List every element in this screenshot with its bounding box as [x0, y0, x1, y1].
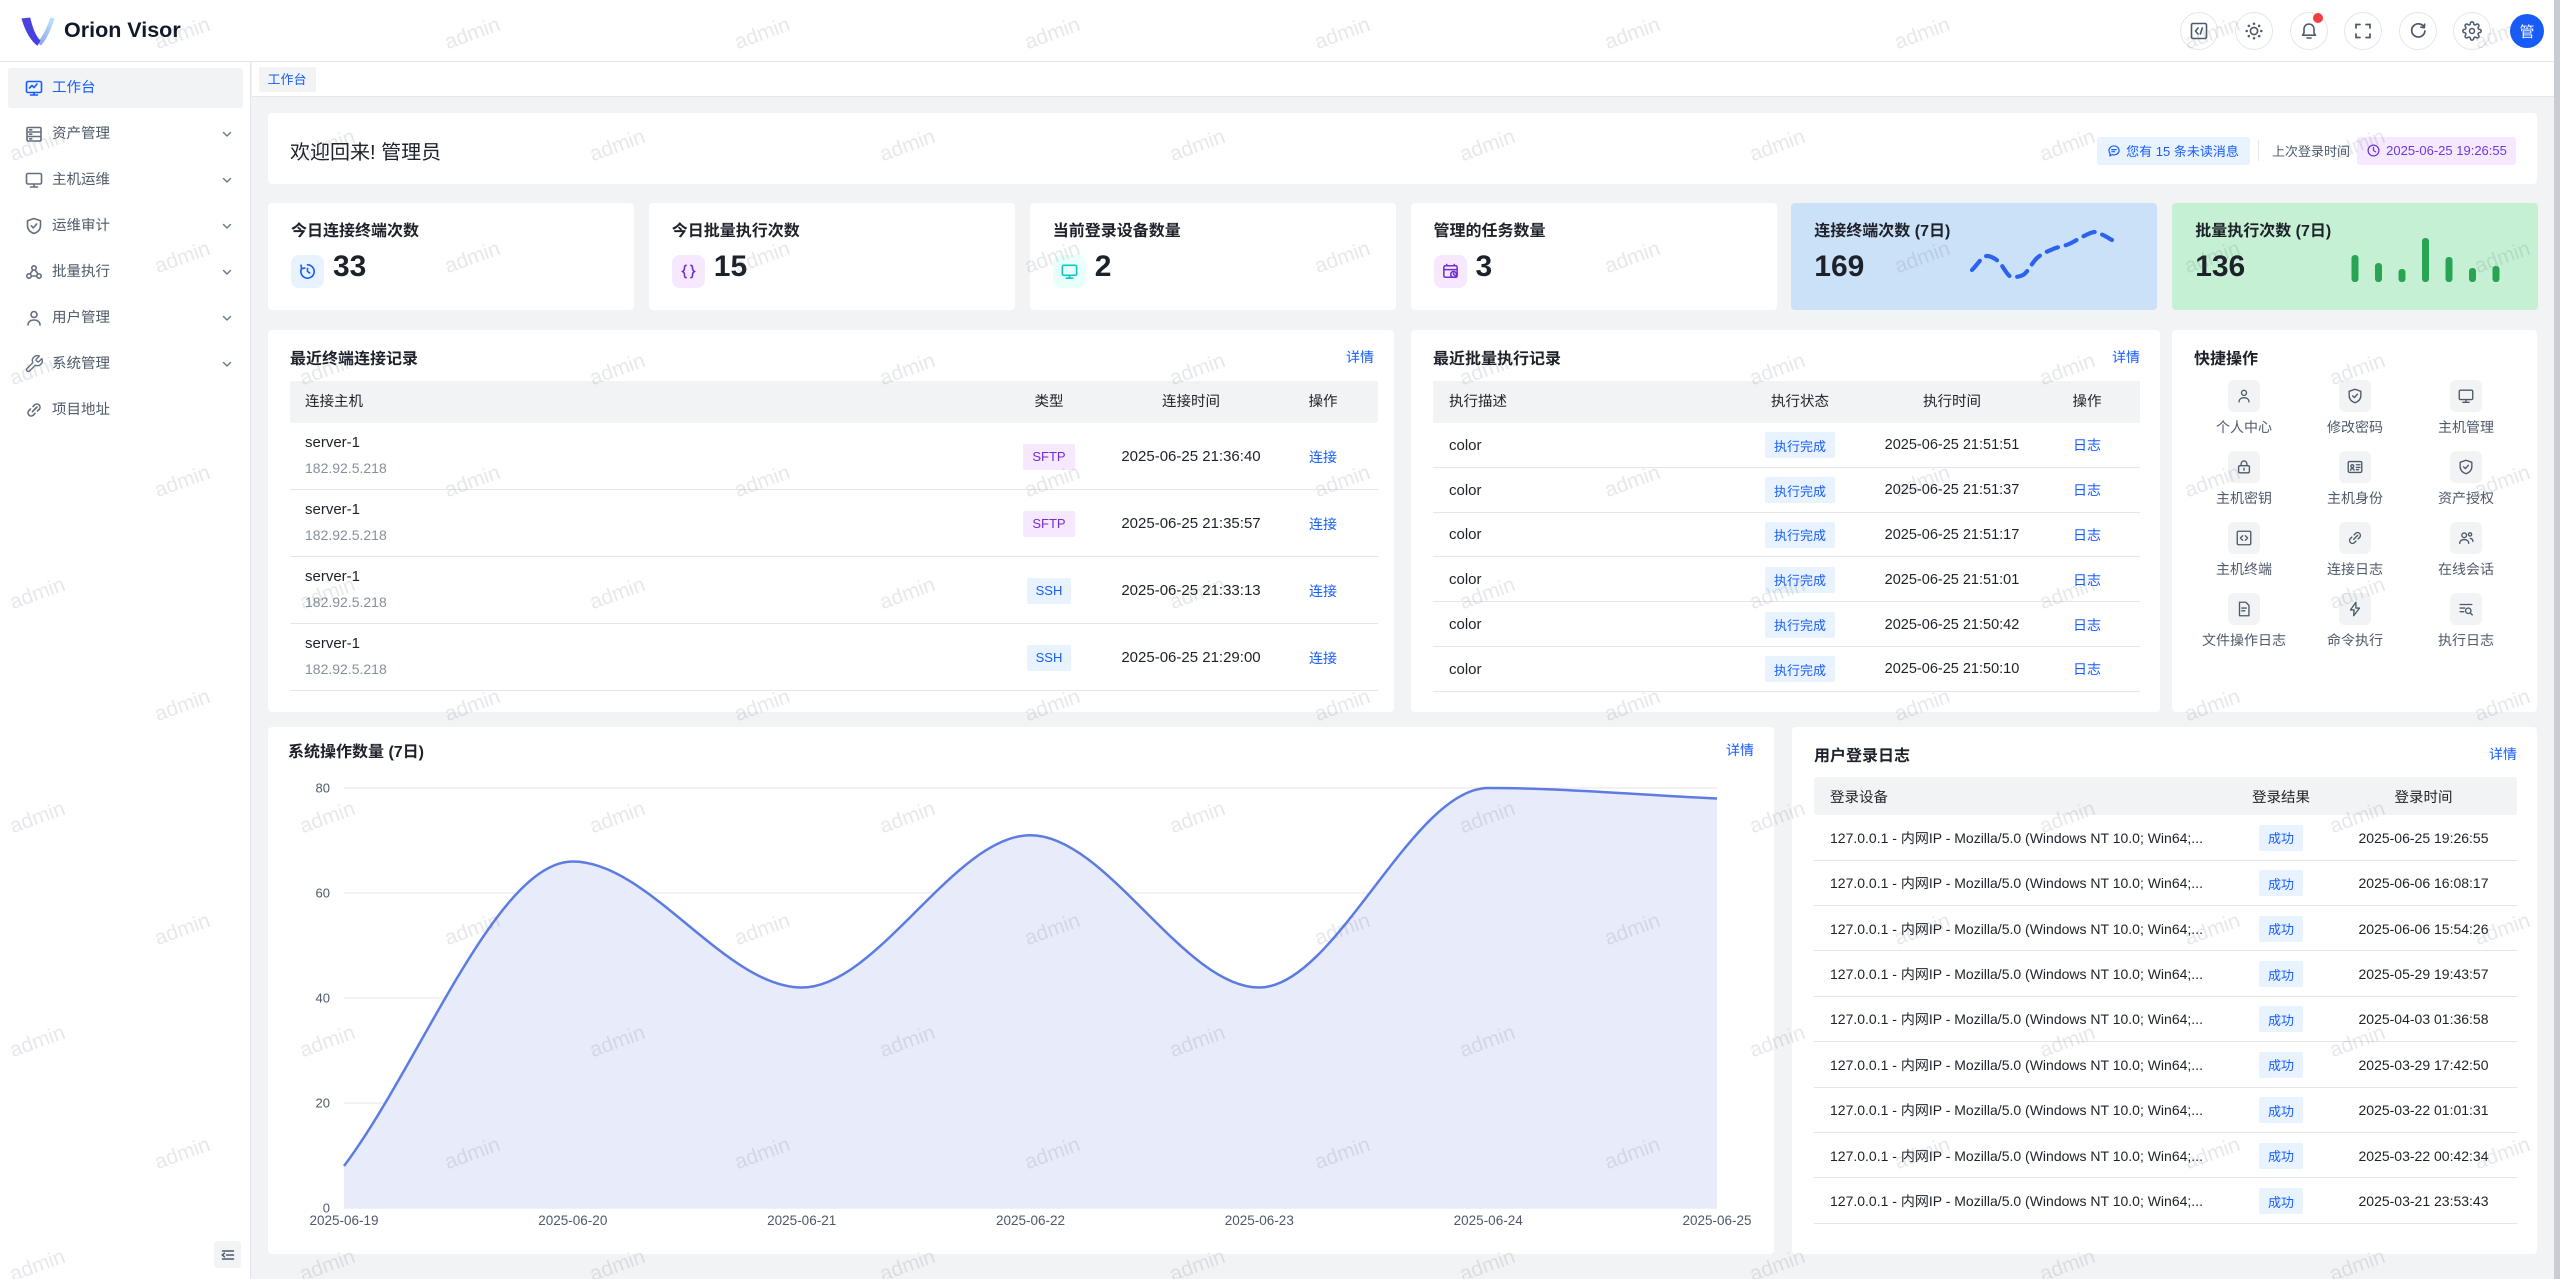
svg-text:80: 80: [316, 781, 330, 796]
svg-text:60: 60: [316, 886, 330, 901]
svg-text:2025-06-25: 2025-06-25: [1682, 1213, 1751, 1228]
svg-text:40: 40: [316, 991, 330, 1006]
svg-text:0: 0: [323, 1201, 330, 1216]
svg-text:2025-06-20: 2025-06-20: [538, 1213, 607, 1228]
svg-text:2025-06-23: 2025-06-23: [1225, 1213, 1294, 1228]
svg-text:2025-06-22: 2025-06-22: [996, 1213, 1065, 1228]
svg-text:20: 20: [316, 1096, 330, 1111]
svg-text:2025-06-19: 2025-06-19: [309, 1213, 378, 1228]
svg-text:2025-06-24: 2025-06-24: [1454, 1213, 1524, 1228]
svg-text:2025-06-21: 2025-06-21: [767, 1213, 836, 1228]
